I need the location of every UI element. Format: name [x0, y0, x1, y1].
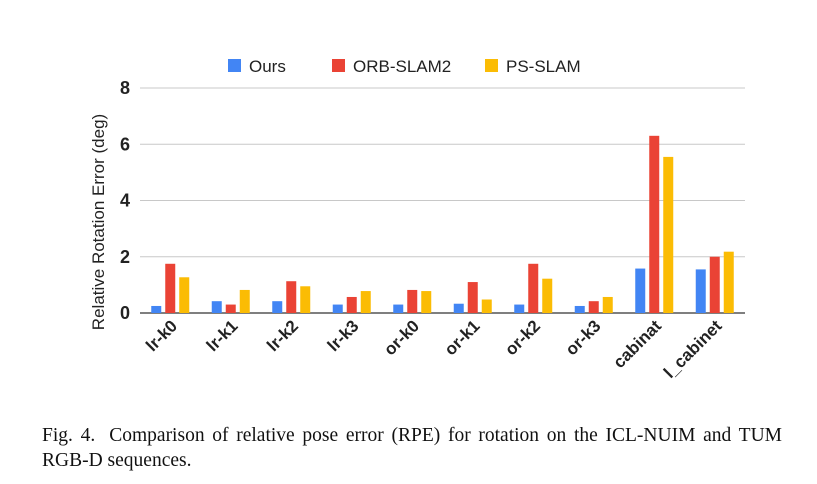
- bar-lr-k2-PS-SLAM: [300, 286, 311, 313]
- bar-or-k0-PS-SLAM: [421, 291, 432, 313]
- bar-lr-k3-ORB-SLAM2: [346, 296, 357, 313]
- bar-or-k1-Ours: [453, 303, 464, 313]
- caption-text: Comparison of relative pose error (RPE) …: [42, 425, 782, 471]
- bar-or-k2-Ours: [514, 304, 525, 313]
- bar-cabinat-ORB-SLAM2: [649, 135, 660, 313]
- figure-caption: Fig. 4. Comparison of relative pose error…: [42, 423, 782, 473]
- legend-swatch-ORB-SLAM2: [332, 59, 345, 72]
- x-tick-label-lr-k1: lr-k1: [203, 316, 242, 355]
- figure-label: Fig. 4.: [42, 425, 96, 446]
- bar-or-k3-PS-SLAM: [602, 296, 613, 313]
- y-tick-label-4: 4: [120, 191, 130, 211]
- bar-or-k1-ORB-SLAM2: [467, 282, 478, 313]
- legend-label-ORB-SLAM2: ORB-SLAM2: [353, 57, 451, 76]
- bar-lr-k0-Ours: [151, 305, 162, 313]
- bar-lr-k3-PS-SLAM: [360, 291, 371, 313]
- x-tick-label-cabinat: cabinat: [610, 316, 666, 372]
- bar-or-k3-Ours: [574, 305, 585, 313]
- x-tick-labels: lr-k0 lr-k1 lr-k2 lr-k3 or-k0 or-k1 or-k2 or-k3…: [142, 316, 726, 382]
- x-tick-label-or-k2: or-k2: [501, 316, 544, 359]
- bar-lr-k1-PS-SLAM: [239, 289, 250, 313]
- bar-l_cabinet-ORB-SLAM2: [709, 256, 720, 313]
- bars: [151, 135, 734, 313]
- bar-lr-k0-ORB-SLAM2: [165, 263, 176, 313]
- x-tick-label-or-k1: or-k1: [441, 316, 484, 359]
- bar-cabinat-PS-SLAM: [663, 156, 674, 313]
- x-tick-label-or-k0: or-k0: [380, 316, 423, 359]
- bar-chart: lr-k0 lr-k1 lr-k2 lr-k3 or-k0 or-k1 or-k2 or-k3…: [89, 57, 745, 382]
- bar-cabinat-Ours: [635, 268, 646, 313]
- x-tick-label-lr-k2: lr-k2: [263, 316, 302, 355]
- y-tick-label-0: 0: [120, 303, 130, 323]
- bar-l_cabinet-Ours: [695, 269, 706, 313]
- legend: Ours ORB-SLAM2 PS-SLAM: [228, 57, 581, 76]
- bar-or-k0-ORB-SLAM2: [407, 289, 418, 313]
- legend-swatch-PS-SLAM: [485, 59, 498, 72]
- bar-lr-k1-Ours: [211, 301, 222, 313]
- legend-label-Ours: Ours: [249, 57, 286, 76]
- bar-or-k0-Ours: [393, 304, 404, 313]
- bar-lr-k2-Ours: [272, 301, 283, 313]
- y-axis-label: Relative Rotation Error (deg): [89, 114, 108, 330]
- bar-or-k3-ORB-SLAM2: [588, 301, 599, 313]
- bar-l_cabinet-PS-SLAM: [723, 251, 734, 313]
- bar-or-k2-ORB-SLAM2: [528, 263, 539, 313]
- x-tick-label-lr-k0: lr-k0: [142, 316, 181, 355]
- x-tick-label-or-k3: or-k3: [562, 316, 605, 359]
- y-tick-labels: 0 2 4 6 8: [120, 78, 130, 323]
- x-tick-label-lr-k3: lr-k3: [324, 316, 363, 355]
- bar-lr-k0-PS-SLAM: [179, 277, 190, 313]
- x-tick-label-l_cabinet: l_cabinet: [660, 316, 726, 382]
- y-tick-label-8: 8: [120, 78, 130, 98]
- legend-label-PS-SLAM: PS-SLAM: [506, 57, 581, 76]
- legend-swatch-Ours: [228, 59, 241, 72]
- bar-or-k2-PS-SLAM: [542, 278, 553, 313]
- bar-lr-k1-ORB-SLAM2: [225, 304, 236, 313]
- y-tick-label-6: 6: [120, 134, 130, 154]
- bar-lr-k3-Ours: [332, 304, 343, 313]
- bar-lr-k2-ORB-SLAM2: [286, 281, 297, 313]
- y-tick-label-2: 2: [120, 247, 130, 267]
- bar-or-k1-PS-SLAM: [481, 299, 492, 313]
